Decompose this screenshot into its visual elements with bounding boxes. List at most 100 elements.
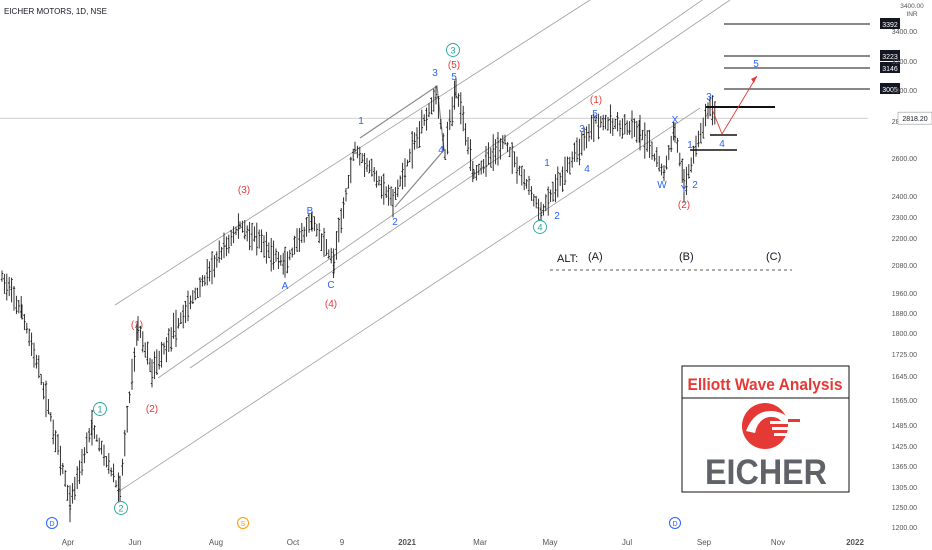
ohlc-bar — [544, 194, 547, 212]
current-price-badge: 2818.20 — [897, 111, 932, 125]
ohlc-bar — [494, 139, 497, 165]
ohlc-bar — [98, 437, 101, 452]
ohlc-bar — [618, 120, 622, 137]
ohlc-bar — [415, 127, 419, 149]
ohlc-bar — [307, 213, 311, 233]
ohlc-bar — [609, 104, 612, 134]
ohlc-bar — [340, 207, 343, 234]
ohlc-bar — [508, 146, 511, 158]
ohlc-bar — [370, 158, 373, 177]
ohlc-bar — [17, 300, 20, 314]
ohlc-bar — [462, 105, 465, 132]
projection-path — [711, 75, 758, 136]
svg-text:D: D — [672, 521, 677, 528]
ohlc-bar — [363, 152, 366, 177]
ohlc-bar — [128, 391, 131, 404]
ohlc-bar — [638, 114, 642, 151]
time-axis[interactable]: Apr Jun Aug Oct 9 2021 Mar May Jul Sep Nov 2022 D S D — [46, 517, 865, 548]
ohlc-bar — [432, 88, 435, 112]
wave-annotations: 3392 3223 3146 3005 1 2 3 4 5 A B C X W Y 1 2 3 4 5 1 2 3 4 5 (1)… — [93, 18, 900, 515]
ohlc-bar — [305, 216, 308, 237]
ohlc-bar — [563, 156, 567, 185]
ohlc-bar — [3, 273, 6, 294]
wave-label-blue: 3 — [432, 68, 438, 79]
ohlc-bar — [59, 445, 62, 476]
ohlc-bars — [0, 78, 716, 523]
ohlc-bar — [5, 273, 8, 301]
ohlc-bar — [503, 134, 507, 145]
channel-lines — [114, 0, 731, 493]
ohlc-bar — [258, 229, 261, 249]
ohlc-bar — [442, 133, 445, 151]
ohlc-bar — [32, 342, 36, 368]
ohlc-bar — [515, 156, 519, 184]
wave-label-blue: A — [282, 281, 289, 292]
ohlc-bar — [678, 152, 681, 167]
wave-label-circled: 4 — [533, 220, 547, 234]
ohlc-bar — [230, 230, 233, 247]
ohlc-bar — [222, 232, 226, 259]
target-level-badge: 3223 — [880, 50, 900, 61]
target-level-badge: 3392 — [880, 18, 900, 29]
ohlc-bar — [532, 193, 535, 207]
svg-text:D: D — [49, 521, 54, 528]
ohlc-bar — [535, 195, 538, 209]
ohlc-bar — [327, 249, 330, 259]
ohlc-bar — [295, 228, 299, 252]
ohlc-bar — [146, 341, 149, 365]
price-tick-label: 1425.00 — [892, 444, 917, 451]
ohlc-bar — [670, 135, 673, 153]
wave-label-blue: C — [327, 280, 334, 291]
wave-label-blue: 4 — [584, 164, 590, 175]
alt-prefix: ALT: — [557, 253, 578, 265]
ohlc-bar — [571, 151, 574, 168]
ohlc-bar — [373, 166, 376, 182]
event-marker-icon[interactable]: D — [669, 517, 681, 529]
price-axis[interactable]: 3400.003200.003000.002800.002600.002400.… — [892, 29, 932, 532]
ohlc-bar — [76, 466, 79, 490]
ohlc-bar — [604, 114, 607, 130]
ohlc-bar — [148, 357, 152, 373]
ohlc-bar — [44, 380, 48, 418]
ohlc-bar — [676, 137, 679, 153]
ohlc-bar — [243, 219, 246, 240]
brand-title: Elliott Wave Analysis — [688, 375, 843, 394]
ohlc-bar — [66, 484, 69, 501]
ohlc-bar — [365, 157, 369, 172]
ohlc-bar — [706, 102, 710, 119]
event-marker-icon[interactable]: S — [237, 517, 249, 529]
ohlc-bar — [232, 226, 235, 244]
wave-label-red: (1) — [590, 95, 602, 106]
ohlc-bar — [530, 186, 533, 201]
ohlc-bar — [291, 247, 294, 258]
ohlc-bar — [554, 174, 557, 203]
ohlc-bar — [561, 166, 564, 192]
svg-text:2: 2 — [118, 503, 123, 513]
ohlc-bar — [592, 113, 595, 143]
target-level-badge: 3146 — [880, 62, 900, 73]
ohlc-bar — [501, 135, 504, 150]
ohlc-bar — [523, 169, 526, 191]
ohlc-bar — [368, 160, 371, 174]
ohlc-bar — [300, 223, 303, 243]
ohlc-bar — [423, 114, 426, 126]
wave-label-red: (3) — [238, 185, 250, 196]
event-marker-icon[interactable]: D — [46, 517, 58, 529]
ohlc-bar — [320, 233, 323, 252]
ohlc-bar — [583, 127, 586, 151]
time-tick-label: Jun — [129, 538, 142, 547]
ohlc-bar — [413, 132, 416, 150]
price-tick-label: 3000.00 — [892, 88, 917, 95]
ohlc-bar — [628, 121, 631, 135]
ohlc-bar — [325, 238, 328, 256]
ohlc-bar — [464, 123, 467, 146]
ohlc-bar — [215, 251, 218, 268]
ohlc-bar — [174, 309, 178, 348]
time-tick-label: Sep — [697, 538, 712, 547]
ohlc-bar — [133, 347, 136, 372]
wave-label-blue: 5 — [592, 109, 598, 120]
ohlc-bar — [511, 142, 514, 174]
alt-label-a: (A) — [588, 251, 603, 263]
ohlc-bar — [361, 153, 364, 163]
